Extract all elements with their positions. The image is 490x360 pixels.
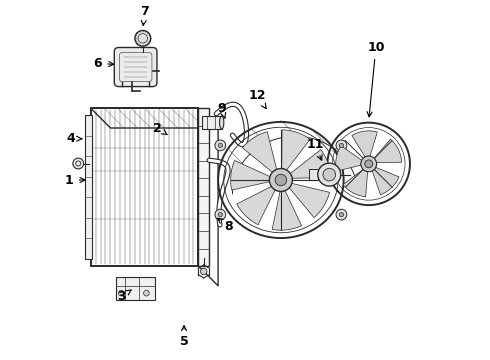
Polygon shape (291, 150, 331, 178)
Bar (85, 116, 92, 259)
Text: 7: 7 (140, 5, 149, 26)
Text: 2: 2 (153, 122, 167, 135)
Polygon shape (352, 131, 377, 157)
Polygon shape (243, 132, 277, 172)
Text: 9: 9 (218, 102, 226, 118)
Polygon shape (237, 186, 275, 225)
Polygon shape (343, 170, 368, 197)
Circle shape (336, 140, 347, 151)
Circle shape (339, 143, 343, 148)
Circle shape (339, 212, 343, 217)
Text: 11: 11 (306, 138, 324, 160)
Circle shape (215, 209, 226, 220)
Text: 4: 4 (67, 132, 82, 145)
Text: 5: 5 (180, 326, 189, 348)
Circle shape (218, 212, 222, 217)
Circle shape (119, 290, 124, 296)
Circle shape (275, 174, 287, 186)
Bar (91, 108, 198, 266)
Circle shape (215, 140, 226, 151)
Circle shape (318, 163, 341, 186)
Polygon shape (272, 191, 301, 230)
Circle shape (270, 168, 293, 192)
Polygon shape (231, 161, 270, 190)
Circle shape (144, 290, 149, 296)
Text: 6: 6 (94, 57, 114, 70)
Bar (198, 108, 209, 266)
Circle shape (323, 168, 336, 181)
Bar (309, 169, 318, 180)
Circle shape (135, 31, 151, 46)
Circle shape (361, 156, 377, 172)
FancyBboxPatch shape (114, 48, 157, 87)
Circle shape (336, 209, 347, 220)
Ellipse shape (220, 116, 224, 129)
Polygon shape (374, 139, 402, 163)
Circle shape (218, 143, 222, 148)
Polygon shape (372, 167, 399, 195)
Bar (202, 116, 221, 129)
Text: 12: 12 (249, 89, 266, 108)
Text: 1: 1 (65, 174, 85, 186)
Text: 8: 8 (218, 218, 233, 233)
Polygon shape (289, 183, 330, 218)
Circle shape (73, 158, 84, 169)
Bar (116, 277, 155, 300)
Polygon shape (282, 130, 310, 170)
Text: 3: 3 (117, 290, 131, 303)
Circle shape (200, 268, 207, 275)
Polygon shape (336, 146, 362, 171)
Text: 10: 10 (367, 41, 385, 117)
Circle shape (365, 160, 373, 168)
